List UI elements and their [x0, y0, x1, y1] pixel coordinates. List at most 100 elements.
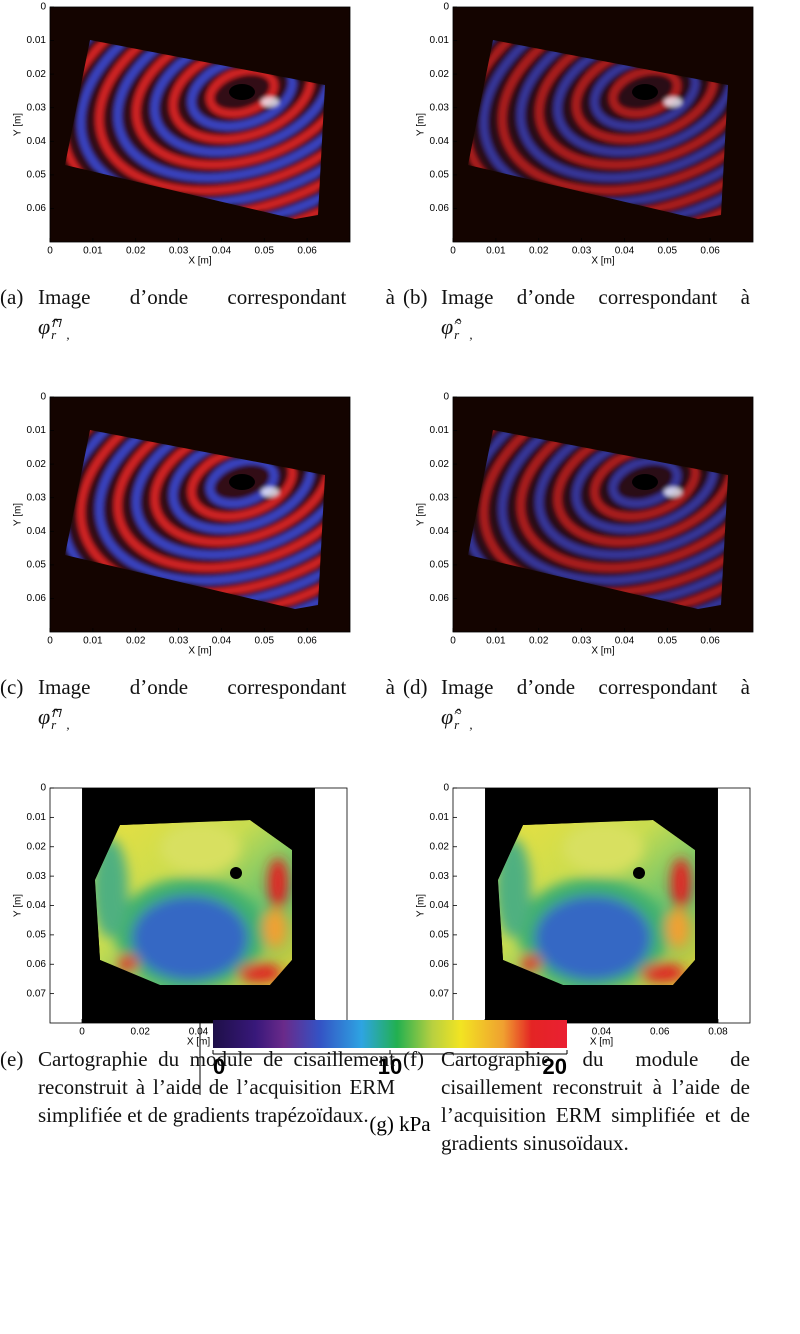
x-tick-label: 0 — [47, 246, 53, 257]
x-tick-label: 0.06 — [700, 636, 720, 647]
caption: (b) Image d’onde correspondant à φ̂ ~ r⃗,ℜ — [403, 283, 750, 403]
colorbar-caption: (g) kPa — [0, 1112, 800, 1137]
x-tick-label: 0.06 — [297, 636, 317, 647]
shear-map — [50, 788, 347, 1023]
y-tick-label: 0.04 — [27, 526, 47, 537]
y-tick-label: 0.05 — [27, 559, 47, 570]
wave-ring — [609, 66, 681, 118]
math-sub: r⃗,ℜ — [51, 326, 80, 342]
x-tick-label: 0.04 — [212, 636, 232, 647]
y-tick-label: 0.03 — [27, 102, 47, 113]
caption: (c) Image d’onde correspondant à φ̂ ⊓ r⃗,ℑ — [0, 673, 395, 793]
bright-spot — [261, 487, 279, 497]
caption-label: (b) — [403, 285, 428, 309]
y-tick-label: 0.05 — [430, 930, 450, 941]
caption-label: (c) — [0, 675, 24, 699]
y-tick-label: 0.04 — [430, 526, 450, 537]
wave-ring — [76, 40, 325, 208]
math-sup: ~ — [454, 704, 462, 720]
wave-image — [50, 7, 350, 242]
wave-ring — [150, 430, 325, 547]
y-tick-label: 0 — [443, 2, 449, 13]
x-tick-label: 0.03 — [572, 636, 592, 647]
caption-text: Image d’onde correspondant à — [441, 285, 750, 309]
y-tick-label: 0.02 — [430, 459, 450, 470]
y-axis-label: Y [m] — [13, 113, 24, 136]
wave-ring — [516, 40, 728, 182]
y-tick-label: 0.03 — [430, 492, 450, 503]
bright-spot — [664, 97, 682, 107]
math-base: φ̂ — [38, 704, 51, 729]
wave-ring — [468, 430, 728, 609]
x-tick-label: 0.02 — [529, 246, 549, 257]
y-tick-label: 0 — [443, 392, 449, 403]
map-blob — [671, 858, 691, 908]
axes-frame — [452, 6, 754, 243]
x-tick-label: 0.04 — [615, 246, 635, 257]
math-base: φ̂ — [441, 704, 454, 729]
wave-ring — [132, 430, 325, 559]
wave-ring — [468, 40, 728, 219]
caption-math: φ̂ ⊓ r⃗,ℑ — [38, 703, 80, 731]
map-content — [95, 820, 292, 985]
caption-label: (f) — [403, 1047, 424, 1071]
bright-spot — [664, 487, 682, 497]
axes-frame — [49, 6, 351, 243]
hole — [229, 84, 255, 100]
wave-ring — [553, 40, 728, 157]
wave-image — [453, 397, 753, 632]
y-tick-label: 0 — [40, 2, 46, 13]
x-tick-label: 0.01 — [486, 246, 506, 257]
y-tick-label: 0 — [443, 783, 449, 794]
wave-field — [65, 40, 325, 219]
caption-unit: kPa — [399, 1112, 431, 1136]
y-tick-label: 0 — [40, 392, 46, 403]
wave-ring — [479, 430, 728, 598]
y-axis-label: Y [m] — [416, 503, 427, 526]
y-tick-label: 0.01 — [27, 425, 47, 436]
hole — [632, 84, 658, 100]
y-axis-label: Y [m] — [13, 503, 24, 526]
wave-ring — [65, 40, 325, 219]
x-tick-label: 0.05 — [658, 246, 678, 257]
colorbar — [213, 1020, 567, 1048]
y-tick-label: 0.05 — [27, 169, 47, 180]
caption-text: Image d’onde correspondant à — [441, 675, 750, 699]
map-blob — [641, 964, 685, 982]
caption-label: (e) — [0, 1047, 24, 1071]
wave-ring — [132, 40, 325, 169]
math-sub: r⃗,ℑ — [454, 716, 483, 732]
caption: (d) Image d’onde correspondant à φ̂ ~ r⃗,ℑ — [403, 673, 750, 793]
x-tick-label: 0.04 — [615, 636, 635, 647]
x-axis-label: X [m] — [188, 646, 212, 657]
wave-ring — [479, 40, 728, 208]
shear-map — [453, 788, 750, 1023]
y-tick-label: 0.02 — [27, 459, 47, 470]
wave-ring — [206, 66, 278, 118]
caption: (e) Cartographie du module de cisaillemen… — [0, 1045, 395, 1165]
map-blob — [521, 955, 541, 971]
y-tick-label: 0.06 — [430, 959, 450, 970]
y-tick-label: 0.01 — [430, 812, 450, 823]
caption: (f) Cartographie du module de cisaillemen… — [403, 1045, 750, 1165]
math-sup: ~ — [454, 314, 462, 330]
y-tick-label: 0.03 — [27, 871, 47, 882]
x-tick-label: 0.05 — [255, 636, 275, 647]
y-tick-label: 0.04 — [430, 900, 450, 911]
map-blob — [238, 964, 282, 982]
x-tick-label: 0 — [450, 246, 456, 257]
y-axis-label: Y [m] — [416, 113, 427, 136]
math-sub: r⃗,ℑ — [51, 716, 80, 732]
x-tick-label: 0.01 — [83, 636, 103, 647]
caption-text: Cartographie du module de cisaillement r… — [441, 1047, 750, 1155]
x-tick-label: 0.02 — [529, 636, 549, 647]
caption: (a) Image d’onde correspondant à φ̂ ⊓ r⃗,ℜ — [0, 283, 395, 403]
caption-label: (d) — [403, 675, 428, 699]
y-tick-label: 0.05 — [430, 559, 450, 570]
y-tick-label: 0.01 — [27, 812, 47, 823]
math-base: φ̂ — [38, 314, 51, 339]
x-tick-label: 0 — [79, 1027, 85, 1038]
x-axis-label: X [m] — [591, 256, 615, 267]
y-tick-label: 0.06 — [430, 593, 450, 604]
